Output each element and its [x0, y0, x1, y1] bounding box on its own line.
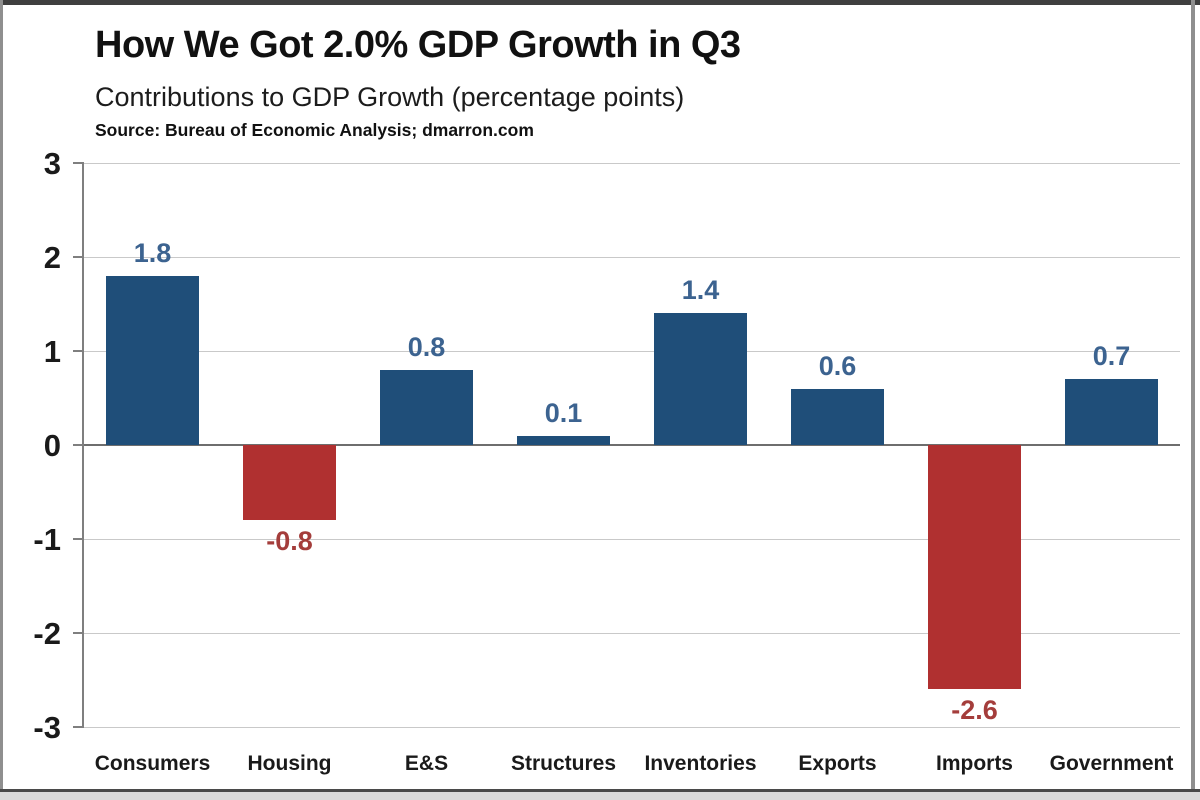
- bar-e-s: [380, 369, 473, 445]
- gridline: [84, 350, 1180, 352]
- y-tick-label: -1: [33, 522, 61, 557]
- y-axis-tick: [73, 444, 84, 446]
- data-label-exports: 0.6: [818, 350, 857, 381]
- category-label-imports: Imports: [935, 752, 1013, 775]
- y-tick-label: 1: [43, 334, 61, 369]
- y-tick-label: 3: [43, 146, 61, 181]
- category-label-structures: Structures: [510, 752, 617, 775]
- y-tick-label: -3: [33, 710, 61, 745]
- chart-source: Source: Bureau of Economic Analysis; dma…: [95, 120, 534, 140]
- category-label-inventories: Inventories: [644, 752, 757, 775]
- y-axis-tick: [73, 162, 84, 164]
- data-label-housing: -0.8: [266, 526, 313, 557]
- data-label-structures: 0.1: [544, 397, 583, 428]
- gridline: [84, 162, 1180, 164]
- chart-title: How We Got 2.0% GDP Growth in Q3: [95, 24, 741, 66]
- y-tick-label: 0: [43, 428, 61, 463]
- image-bottom-border: [0, 789, 1200, 800]
- gridline: [84, 632, 1180, 634]
- bar-housing: [243, 445, 336, 521]
- gridline: [84, 726, 1180, 728]
- bar-structures: [517, 435, 610, 445]
- data-label-imports: -2.6: [951, 695, 998, 726]
- bar-exports: [791, 388, 884, 445]
- image-top-border: [0, 0, 1200, 5]
- y-tick-label: -2: [33, 616, 61, 651]
- data-label-consumers: 1.8: [133, 237, 172, 268]
- image-left-border: [0, 0, 3, 800]
- category-label-housing: Housing: [247, 752, 332, 775]
- zero-gridline: [84, 444, 1180, 446]
- bar-government: [1065, 379, 1158, 445]
- category-label-exports: Exports: [798, 752, 877, 775]
- y-axis-tick: [73, 350, 84, 352]
- category-label-government: Government: [1049, 752, 1174, 775]
- y-axis-tick: [73, 538, 84, 540]
- category-label-e-s: E&S: [404, 752, 449, 775]
- bar-inventories: [654, 313, 747, 445]
- y-axis-tick: [73, 632, 84, 634]
- bar-imports: [928, 445, 1021, 690]
- y-axis-tick: [73, 726, 84, 728]
- y-tick-label: 2: [43, 240, 61, 275]
- data-label-government: 0.7: [1092, 341, 1131, 372]
- y-axis-tick: [73, 256, 84, 258]
- data-label-inventories: 1.4: [681, 275, 720, 306]
- gridline: [84, 538, 1180, 540]
- category-label-consumers: Consumers: [94, 752, 211, 775]
- data-label-e-s: 0.8: [407, 331, 446, 362]
- y-axis-line: [82, 163, 84, 727]
- gridline: [84, 256, 1180, 258]
- bar-consumers: [106, 275, 199, 445]
- chart-subtitle: Contributions to GDP Growth (percentage …: [95, 82, 685, 112]
- image-right-border: [1191, 0, 1195, 800]
